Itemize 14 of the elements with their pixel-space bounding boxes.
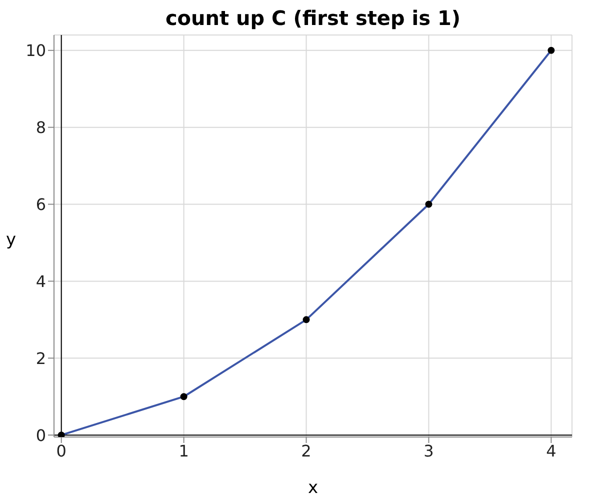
y-tick-label: 4 bbox=[36, 272, 46, 291]
y-tick-label: 0 bbox=[36, 426, 46, 445]
chart-title: count up C (first step is 1) bbox=[164, 6, 462, 30]
y-axis-title: y bbox=[6, 230, 16, 250]
y-tick-label: 8 bbox=[36, 118, 46, 138]
x-tick-label: 4 bbox=[546, 441, 556, 460]
x-axis-title: x bbox=[306, 478, 320, 498]
y-tick-label: 2 bbox=[36, 348, 46, 368]
x-tick-label: 0 bbox=[56, 441, 66, 460]
x-tick-label: 3 bbox=[424, 441, 434, 460]
y-tick-label: 6 bbox=[36, 194, 46, 214]
x-tick-label: 2 bbox=[301, 441, 312, 460]
y-tick-label: 10 bbox=[26, 41, 46, 60]
x-tick-label: 1 bbox=[178, 441, 189, 460]
